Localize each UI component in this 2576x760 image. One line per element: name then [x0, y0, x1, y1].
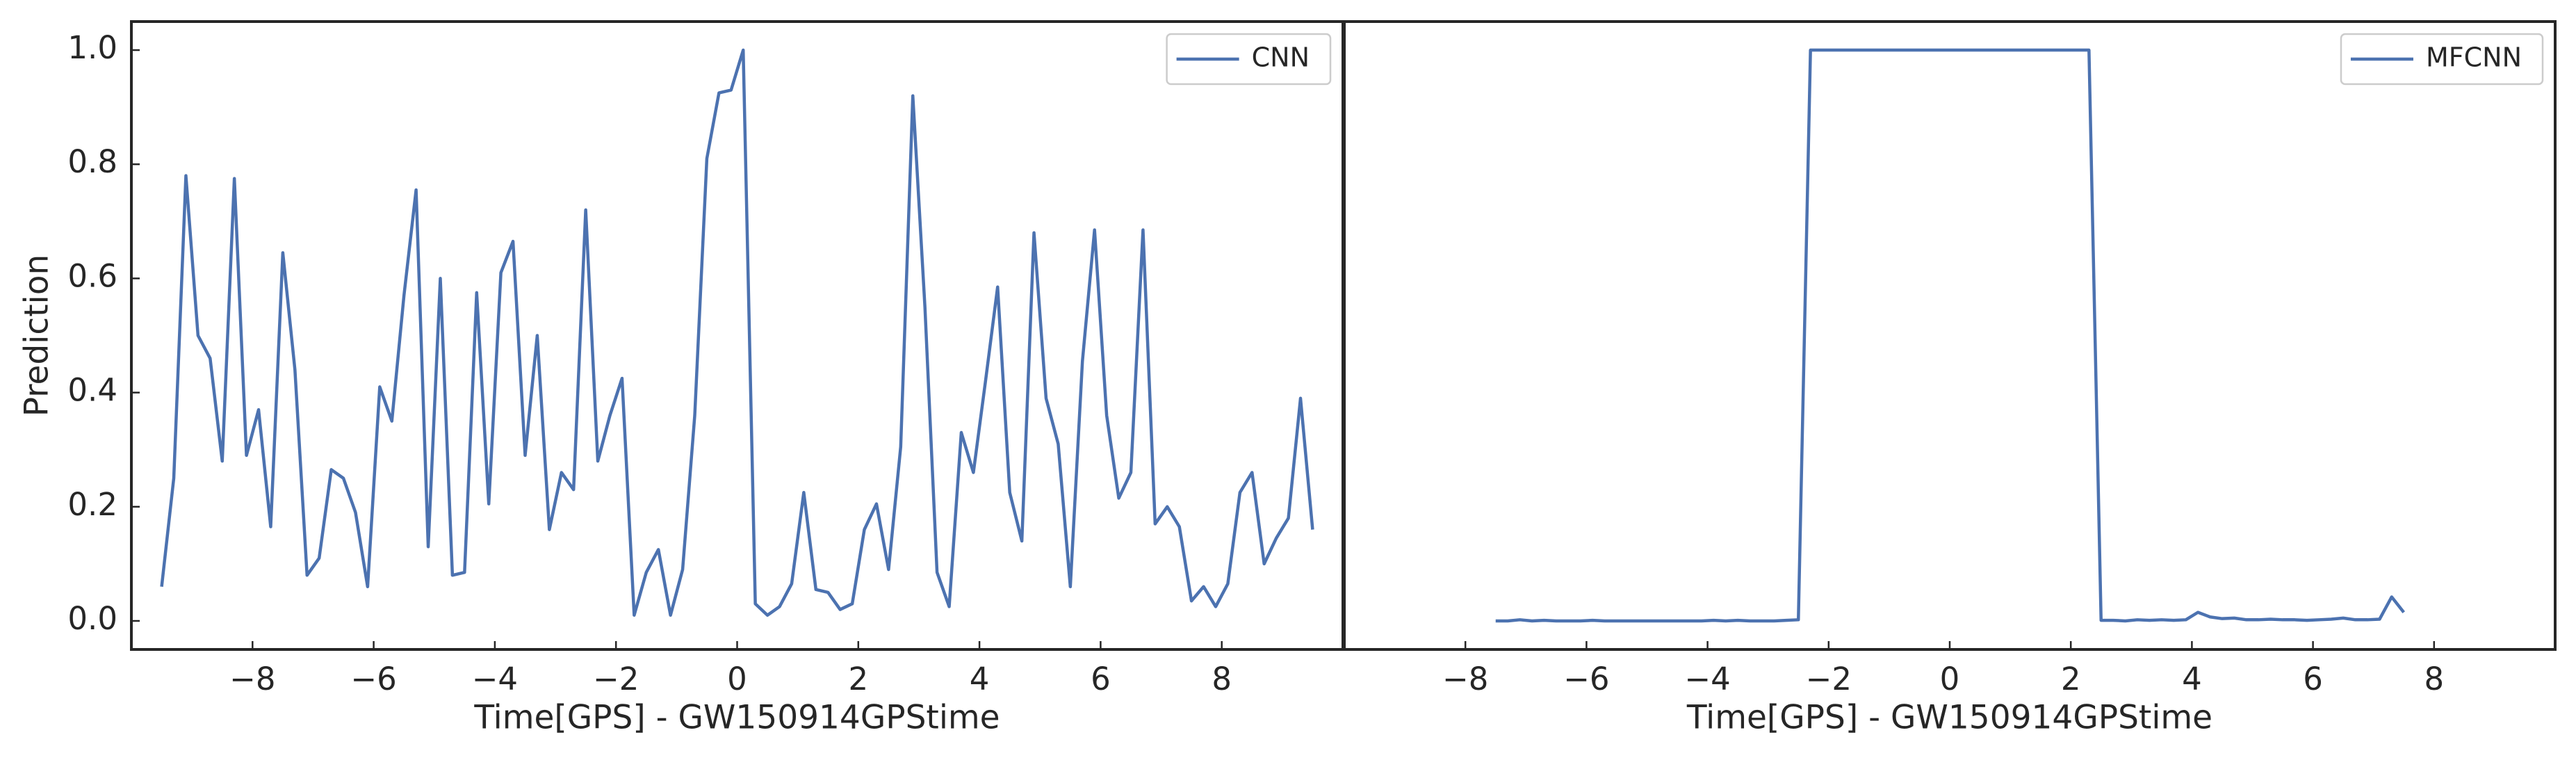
x-tick-label: 6 [1091, 661, 1111, 697]
x-tick-label: −4 [1684, 661, 1730, 697]
x-tick-label: −8 [1442, 661, 1488, 697]
x-tick-label: −2 [1806, 661, 1852, 697]
panel: −8 −6 −4 −2 0 2 4 6 8 0.0 0.2 0.4 0.6 0.8 1.0 Time[GPS]… [18, 20, 1344, 737]
legend-box [2340, 33, 2544, 86]
x-tick-label: 6 [2303, 661, 2323, 697]
y-tick-label: 0.6 [67, 257, 117, 294]
y-tick-label: 0.8 [67, 143, 117, 180]
x-axis-label: Time[GPS] - GW150914GPStime [473, 699, 1000, 737]
x-tick-label: −2 [593, 661, 639, 697]
y-tick-label: 1.0 [67, 29, 117, 66]
legend-box [1166, 33, 1332, 86]
x-tick-label: 0 [727, 661, 747, 697]
y-axis-label: Prediction [18, 254, 56, 417]
y-tick-label: 0.0 [67, 600, 117, 637]
x-tick-label: 4 [970, 661, 990, 697]
x-axis-label: Time[GPS] - GW150914GPStime [1686, 699, 2212, 737]
y-tick-label: 0.2 [67, 486, 117, 523]
legend: CNN [1166, 33, 1332, 86]
data-line [160, 48, 1314, 617]
x-tick-label: 8 [2424, 661, 2444, 697]
x-tick-label: −8 [229, 661, 275, 697]
x-tick-label: 2 [2061, 661, 2081, 697]
x-tick-label: −6 [1563, 661, 1609, 697]
data-line [1495, 48, 2406, 623]
panel: −8 −6 −4 −2 0 2 4 6 8 Time[GPS] - GW150914GPStime… [1343, 20, 2557, 737]
legend: MFCNN [2340, 33, 2544, 86]
y-tick-label: 0.4 [67, 372, 117, 409]
x-tick-label: 4 [2182, 661, 2202, 697]
axes-frame [1343, 20, 2557, 651]
x-tick-label: −4 [472, 661, 518, 697]
legend-label: CNN [1252, 42, 1310, 73]
x-tick-label: 0 [1940, 661, 1960, 697]
x-tick-label: −6 [350, 661, 396, 697]
axes-frame [130, 20, 1344, 651]
x-tick-label: 2 [848, 661, 868, 697]
legend-label: MFCNN [2426, 42, 2522, 73]
x-tick-label: 8 [1212, 661, 1232, 697]
